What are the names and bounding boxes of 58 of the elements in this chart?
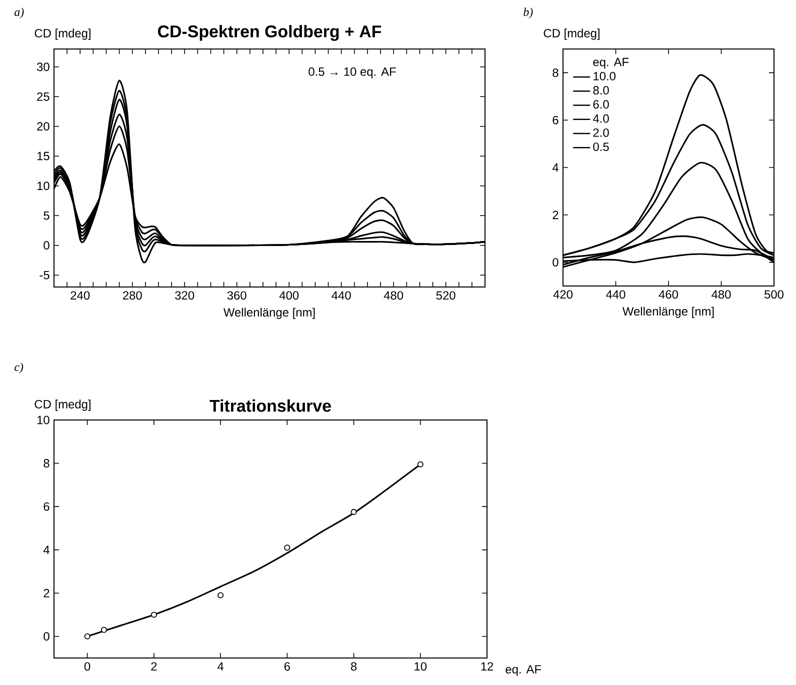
y-tick-label: 30 [36, 62, 50, 72]
y-tick-label: 6 [552, 116, 558, 124]
x-tick-label: 0 [84, 662, 90, 671]
y-tick-label: 20 [37, 122, 50, 131]
x-tick-label: 240 [70, 291, 90, 300]
y-tick-label: 0 [44, 632, 50, 641]
x-tick-label: 440 [606, 290, 626, 299]
legend-label: 10.0 [594, 72, 616, 80]
x-tick-label: 360 [227, 291, 246, 300]
x-tick-label: 320 [175, 291, 194, 300]
y-tick-label: 15 [37, 152, 50, 160]
x-tick-label: 8 [350, 662, 357, 671]
y-axis-title: CD [mdeg] [544, 28, 600, 40]
y-tick-label: 2 [552, 210, 558, 220]
x-tick-label: 460 [658, 290, 678, 299]
annotation: 0.5 → 10 eq. AF [308, 67, 396, 78]
y-tick-label: 4 [552, 163, 558, 172]
x-axis-title: Wellenlänge [nm] [622, 306, 714, 318]
x-tick-label: 480 [384, 291, 404, 300]
x-axis-title: Wellenlänge [nm] [223, 308, 315, 319]
x-tick-label: 420 [553, 290, 573, 299]
y-tick-label: 4 [43, 546, 50, 554]
x-tick-label: 10 [414, 662, 427, 671]
x-axis-title: eq. AF [506, 665, 542, 676]
text: a) [14, 8, 24, 18]
legend-label: 2.0 [593, 128, 609, 137]
y-axis-title: CD [mdeg] [34, 28, 90, 40]
y-tick-label: 2 [44, 588, 50, 598]
text: b) [524, 8, 533, 18]
y-tick-label: 8 [44, 459, 50, 468]
y-tick-label: 10 [37, 182, 50, 190]
y-tick-label: 6 [44, 502, 50, 511]
legend-label: 6.0 [593, 100, 609, 109]
legend-label: 8.0 [593, 86, 609, 95]
y-tick-label: -5 [40, 270, 50, 280]
x-tick-label: 6 [284, 662, 290, 671]
x-tick-label: 520 [436, 291, 456, 300]
y-axis-title: CD [medg] [34, 400, 90, 411]
text: c) [14, 362, 24, 374]
x-tick-label: 12 [481, 662, 494, 671]
legend-title: eq. AF [593, 58, 629, 69]
chart-title: CD-Spektren Goldberg + AF [158, 24, 382, 41]
y-tick-label: 0 [44, 241, 50, 250]
y-tick-label: 0 [552, 258, 558, 267]
x-tick-label: 440 [332, 291, 351, 300]
y-tick-label: 5 [44, 211, 50, 220]
y-tick-label: 25 [37, 92, 50, 101]
legend-label: 0.5 [593, 142, 609, 152]
x-tick-label: 4 [217, 662, 224, 670]
x-tick-label: 400 [279, 291, 299, 300]
x-tick-label: 500 [764, 290, 784, 299]
y-tick-label: 8 [552, 68, 558, 77]
x-tick-label: 480 [712, 290, 731, 299]
x-tick-label: 280 [122, 291, 142, 300]
legend-label: 4.0 [593, 114, 609, 123]
x-tick-label: 2 [151, 662, 157, 671]
y-tick-label: 10 [37, 416, 50, 424]
chart-title: Titrationskurve [210, 399, 331, 412]
